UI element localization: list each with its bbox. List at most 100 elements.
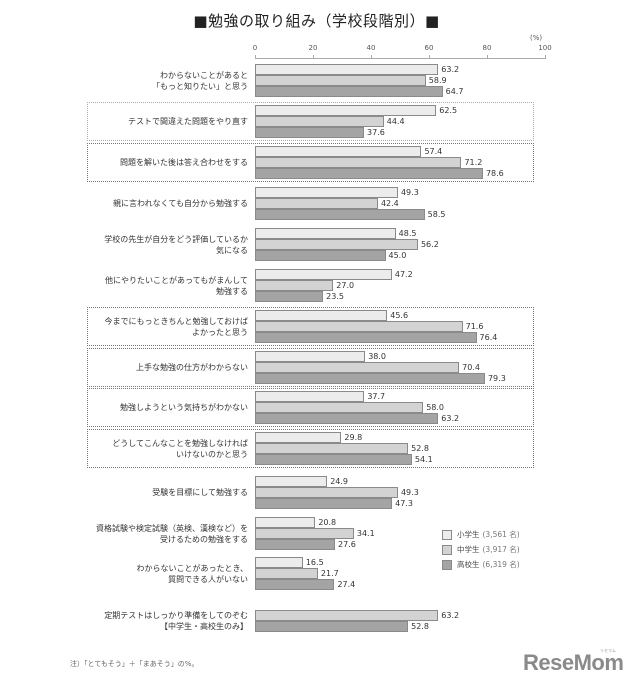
category-label: わからないことがあると 「もっと知りたい」と思う: [152, 70, 248, 92]
resemom-logo: ReseMom: [523, 650, 624, 675]
category-label: 他にやりたいことがあってもがまんして 勉強する: [105, 275, 248, 297]
bar-value-label: 48.5: [398, 229, 417, 238]
highlight-box-red: [87, 388, 534, 427]
category-label: 学校の先生が自分をどう評価しているか 気になる: [104, 234, 248, 256]
category-label-line: よかったと思う: [192, 327, 248, 337]
bar-小学生: [255, 351, 366, 362]
category-label-line: わからないことがあったとき、: [136, 563, 248, 573]
bar-value-label: 71.2: [464, 158, 483, 167]
bar-value-label: 16.5: [305, 558, 324, 567]
category-label-line: 受験を目標にして勉強する: [152, 488, 248, 497]
category-label: 上手な勉強の仕方がわからない: [136, 362, 248, 373]
x-tick-mark: [429, 55, 430, 59]
category-label-line: 【中学生・高校生のみ】: [160, 622, 248, 631]
highlight-box-red: [87, 307, 534, 346]
bar-中学生: [255, 610, 439, 621]
bar-高校生: [255, 579, 335, 590]
bar-小学生: [255, 146, 422, 157]
category-label: テストで間違えた問題をやり直す: [128, 116, 248, 127]
bar-value-label: 56.2: [420, 240, 439, 249]
category-label-line: 親に言われなくても自分から勉強する: [113, 199, 248, 208]
legend-item: 高校生 (6,319 名): [442, 557, 520, 572]
bar-value-label: 27.4: [337, 580, 356, 589]
category-label-line: 「もっと知りたい」と思う: [152, 81, 248, 91]
x-tick-mark: [255, 55, 256, 59]
highlight-box-blue: [87, 102, 534, 141]
bar-value-label: 57.4: [424, 147, 443, 156]
legend-count: (3,561 名): [482, 530, 520, 539]
bar-高校生: [255, 332, 477, 343]
category-label-line: 勉強しようという気持ちがわかない: [120, 403, 248, 412]
bar-中学生: [255, 487, 398, 498]
bar-value-label: 42.4: [380, 199, 399, 208]
bar-高校生: [255, 250, 386, 261]
legend-label: 小学生: [457, 530, 480, 539]
category-label-line: 質問できる人がいない: [168, 574, 248, 584]
bar-中学生: [255, 568, 318, 579]
bar-value-label: 23.5: [326, 292, 344, 301]
bar-value-label: 71.6: [465, 322, 484, 331]
bar-value-label: 76.4: [479, 333, 498, 342]
highlight-box-red: [87, 143, 534, 182]
bar-value-label: 45.6: [390, 311, 409, 320]
bar-高校生: [255, 291, 324, 302]
axis-unit: (%): [530, 34, 543, 42]
legend-swatch: [442, 544, 452, 555]
bar-value-label: 38.0: [368, 352, 386, 361]
category-label-line: 資格試験や検定試験（英検、漢検など）を: [96, 523, 248, 533]
bar-中学生: [255, 362, 460, 373]
legend-label: 中学生: [457, 545, 480, 554]
bar-value-label: 34.1: [356, 529, 375, 538]
bar-value-label: 78.6: [485, 169, 504, 178]
category-label-line: 気になる: [216, 245, 248, 255]
axis-line: [255, 58, 545, 59]
legend-label: 高校生: [457, 560, 480, 569]
bar-小学生: [255, 269, 392, 280]
bar-中学生: [255, 157, 462, 168]
category-label-line: 勉強する: [216, 286, 248, 296]
category-label-line: 定期テストはしっかり準備をしてのぞむ: [104, 611, 248, 620]
legend-item: 小学生 (3,561 名): [442, 527, 520, 542]
bar-中学生: [255, 443, 409, 454]
x-tick-label: 80: [482, 44, 492, 52]
bar-value-label: 49.3: [400, 488, 419, 497]
category-label-line: わからないことがあると: [160, 70, 248, 80]
category-label: 今までにもっときちんと勉強しておけば よかったと思う: [104, 316, 248, 338]
category-label: 親に言われなくても自分から勉強する: [113, 198, 248, 209]
category-label-line: どうしてこんなことを勉強しなければ: [112, 438, 248, 448]
chart-title: ■勉強の取り組み（学校段階別）■: [193, 12, 440, 30]
bar-value-label: 47.3: [395, 499, 413, 508]
bar-高校生: [255, 373, 485, 384]
category-label: 勉強しようという気持ちがわかない: [120, 402, 248, 413]
bar-小学生: [255, 517, 316, 528]
bar-小学生: [255, 228, 396, 239]
bar-中学生: [255, 280, 334, 291]
bar-中学生: [255, 321, 463, 332]
legend: 小学生 (3,561 名) 中学生 (3,917 名) 高校生 (6,319 名): [442, 527, 520, 572]
x-tick-label: 20: [308, 44, 318, 52]
bar-高校生: [255, 86, 443, 97]
x-tick-label: 0: [252, 44, 258, 52]
legend-swatch: [442, 529, 452, 540]
bar-中学生: [255, 239, 418, 250]
category-label-line: 問題を解いた後は答え合わせをする: [120, 158, 248, 167]
bar-value-label: 27.6: [338, 540, 356, 549]
bar-高校生: [255, 413, 439, 424]
bar-value-label: 37.7: [367, 392, 386, 401]
bar-高校生: [255, 209, 425, 220]
bar-小学生: [255, 64, 439, 75]
category-label-line: 上手な勉強の仕方がわからない: [136, 363, 248, 372]
bar-value-label: 79.3: [487, 374, 506, 383]
bar-value-label: 63.2: [441, 414, 460, 423]
bar-value-label: 58.0: [426, 403, 444, 412]
bar-中学生: [255, 402, 424, 413]
legend-count: (3,917 名): [482, 545, 520, 554]
bar-value-label: 21.7: [320, 569, 339, 578]
bar-高校生: [255, 454, 412, 465]
category-label-line: いけないのかと思う: [176, 449, 248, 459]
footnote: 注）「とてもそう」＋「まあそう」の%。: [70, 660, 199, 668]
bar-value-label: 54.1: [414, 455, 433, 464]
bar-高校生: [255, 498, 393, 509]
highlight-box-red: [87, 429, 534, 468]
category-label-line: 受けるための勉強をする: [160, 534, 248, 544]
